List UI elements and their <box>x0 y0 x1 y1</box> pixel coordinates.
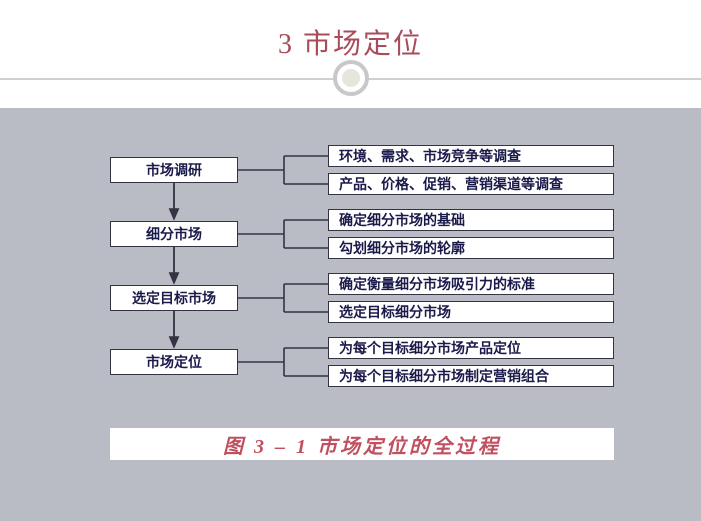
body-area: 市场调研 环境、需求、市场竞争等调查产品、价格、促销、营销渠道等调查细分市场 确定细… <box>0 108 701 521</box>
detail-box: 环境、需求、市场竞争等调查 <box>328 145 614 167</box>
title-area: 3 市场定位 <box>0 0 701 108</box>
caption-box: 图 3 – 1 市场定位的全过程 <box>110 428 614 460</box>
flow-diagram: 市场调研 环境、需求、市场竞争等调查产品、价格、促销、营销渠道等调查细分市场 确定细… <box>0 108 701 521</box>
detail-box: 确定衡量细分市场吸引力的标准 <box>328 273 614 295</box>
figure-caption: 图 3 – 1 市场定位的全过程 <box>223 430 501 459</box>
stage-box: 选定目标市场 <box>110 285 238 311</box>
detail-box: 产品、价格、促销、营销渠道等调查 <box>328 173 614 195</box>
detail-box: 选定目标细分市场 <box>328 301 614 323</box>
detail-box: 勾划细分市场的轮廓 <box>328 237 614 259</box>
stage-box: 市场调研 <box>110 157 238 183</box>
title-ring-icon <box>333 60 369 96</box>
detail-box: 确定细分市场的基础 <box>328 209 614 231</box>
detail-box: 为每个目标细分市场制定营销组合 <box>328 365 614 387</box>
detail-box: 为每个目标细分市场产品定位 <box>328 337 614 359</box>
page-title: 3 市场定位 <box>0 0 701 62</box>
stage-box: 细分市场 <box>110 221 238 247</box>
stage-box: 市场定位 <box>110 349 238 375</box>
